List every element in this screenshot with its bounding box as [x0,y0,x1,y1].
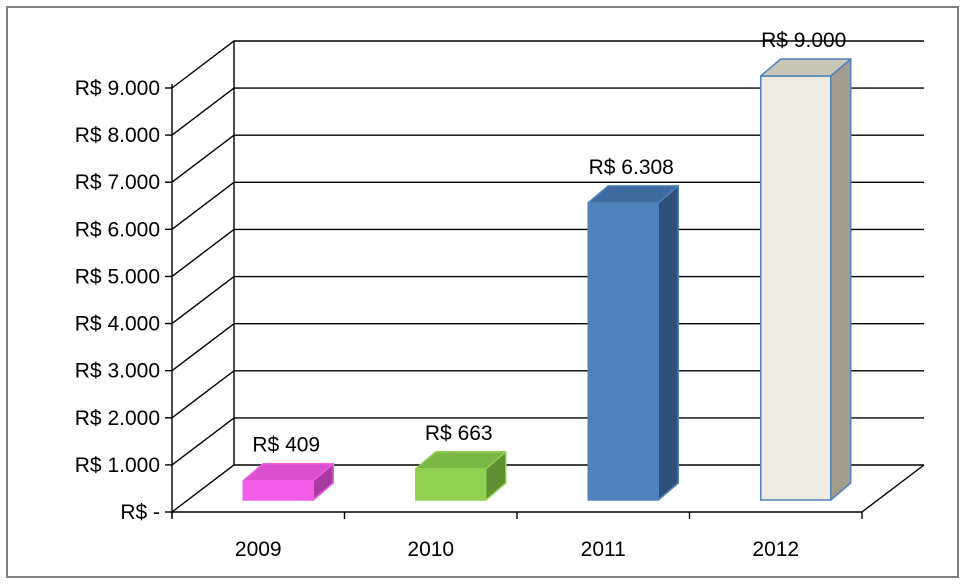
bar-side [830,58,852,501]
bar-front [587,202,659,501]
bar-top [587,185,679,204]
bar-top [415,451,507,470]
x-tick-label: 2010 [407,538,454,561]
y-tick-label: R$ 4.000 [75,313,160,336]
y-tick-label: R$ 1.000 [75,454,160,477]
data-label: R$ 409 [252,434,320,457]
data-label: R$ 9.000 [761,29,846,52]
data-labels: R$ 409 R$ 663 R$ 6.308 R$ 9.000 [252,29,846,457]
y-tick-label: R$ 5.000 [75,265,160,288]
bars [242,58,852,501]
y-tick-label: R$ 2.000 [75,407,160,430]
y-tick-labels: R$ - R$ 1.000 R$ 2.000 R$ 3.000 R$ 4.000 R$ 5… [75,77,160,524]
data-label: R$ 6.308 [589,156,674,179]
data-label: R$ 663 [425,422,493,445]
bar-2009 [242,462,334,501]
y-tick-label: R$ 8.000 [75,124,160,147]
gridlines [171,40,924,513]
floor-right-edge [861,464,925,513]
x-tick-label: 2011 [581,538,626,561]
y-tick-label: R$ - [120,501,160,524]
bar-front [760,75,832,501]
x-tick-label: 2012 [752,538,799,561]
y-tick-label: R$ 6.000 [75,218,160,241]
x-tick-label: 2009 [235,538,282,561]
bar-front [415,468,487,501]
y-tick-label: R$ 3.000 [75,360,160,383]
bar-top [242,462,334,482]
y-tick-label: R$ 7.000 [75,171,160,194]
bar-2012 [760,58,852,501]
x-tick-labels: 2009 2010 2011 2012 [235,538,799,561]
bar-2010 [415,451,507,501]
bar-side [657,185,679,501]
y-tick-label: R$ 9.000 [75,77,160,100]
axes [165,84,925,519]
bar-front [242,479,314,501]
bar-top [760,58,852,77]
bar-2011 [587,185,679,501]
